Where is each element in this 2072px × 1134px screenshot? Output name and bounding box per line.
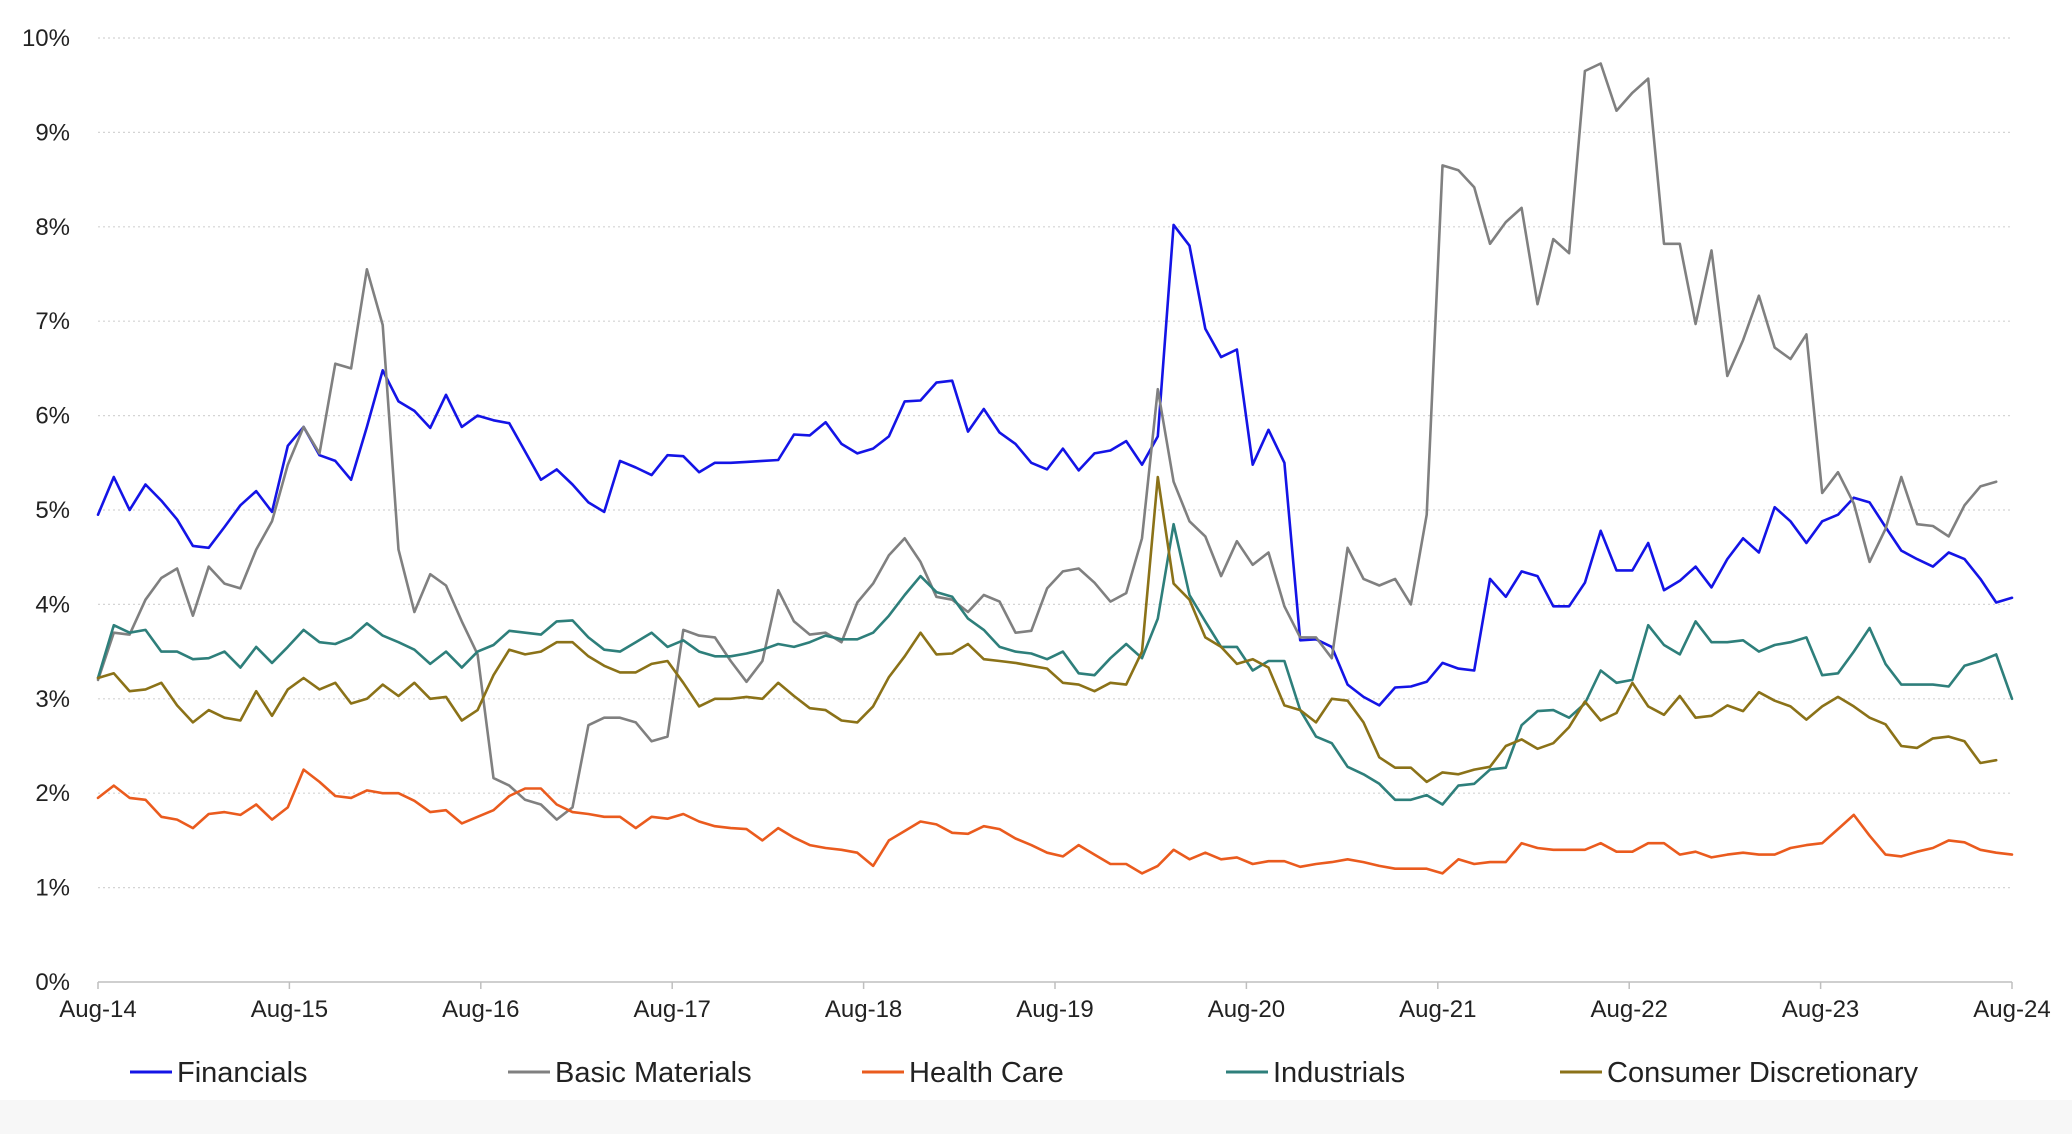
legend: Financials Basic Materials Health Care Indu… xyxy=(130,1057,1919,1089)
y-tick-label: 9% xyxy=(35,119,70,146)
y-tick-label: 5% xyxy=(35,497,70,524)
legend-item-consumer-discretionary: Consumer Discretionary xyxy=(1560,1057,1919,1089)
series-lines xyxy=(96,62,2014,875)
y-tick-label: 4% xyxy=(35,591,70,618)
y-tick-label: 8% xyxy=(35,214,70,241)
y-tick-label: 7% xyxy=(35,308,70,335)
x-tick-label: Aug-15 xyxy=(251,996,328,1023)
x-tick-label: Aug-22 xyxy=(1591,996,1668,1023)
legend-label: Consumer Discretionary xyxy=(1607,1057,1919,1089)
x-tick-label: Aug-23 xyxy=(1782,996,1859,1023)
y-tick-label: 3% xyxy=(35,686,70,713)
y-tick-label: 2% xyxy=(35,780,70,807)
series-line-industrials xyxy=(96,522,2014,806)
legend-label: Basic Materials xyxy=(555,1057,752,1089)
x-tick-label: Aug-21 xyxy=(1399,996,1476,1023)
y-tick-label: 1% xyxy=(35,875,70,902)
y-tick-label: 10% xyxy=(22,25,70,52)
series-line-consumer-discretionary xyxy=(96,475,1998,784)
x-tick-label: Aug-19 xyxy=(1016,996,1093,1023)
x-tick-label: Aug-20 xyxy=(1208,996,1285,1023)
legend-item-financials: Financials xyxy=(130,1057,308,1089)
series-line-health-care xyxy=(96,768,2014,875)
series-line-basic-materials xyxy=(96,62,1998,821)
series-line-financials xyxy=(96,223,2014,707)
y-tick-label: 0% xyxy=(35,969,70,996)
gridlines xyxy=(98,37,2012,889)
bottom-band xyxy=(0,1100,2072,1134)
x-tick-label: Aug-18 xyxy=(825,996,902,1023)
x-tick-label: Aug-17 xyxy=(634,996,711,1023)
legend-item-health-care: Health Care xyxy=(862,1057,1064,1089)
x-tick-label: Aug-16 xyxy=(442,996,519,1023)
legend-label: Financials xyxy=(177,1057,308,1089)
x-tick-label: Aug-24 xyxy=(1973,996,2050,1023)
legend-label: Industrials xyxy=(1273,1057,1405,1089)
x-tick-label: Aug-14 xyxy=(59,996,136,1023)
y-tick-label: 6% xyxy=(35,403,70,430)
legend-item-basic-materials: Basic Materials xyxy=(508,1057,752,1089)
axes: 0% 1% 2% 3% 4% 5% 6% 7% 8% 9% 10% Aug-14 Aug-15 Aug-1… xyxy=(22,25,2051,1023)
legend-item-industrials: Industrials xyxy=(1226,1057,1405,1089)
legend-label: Health Care xyxy=(909,1057,1064,1089)
